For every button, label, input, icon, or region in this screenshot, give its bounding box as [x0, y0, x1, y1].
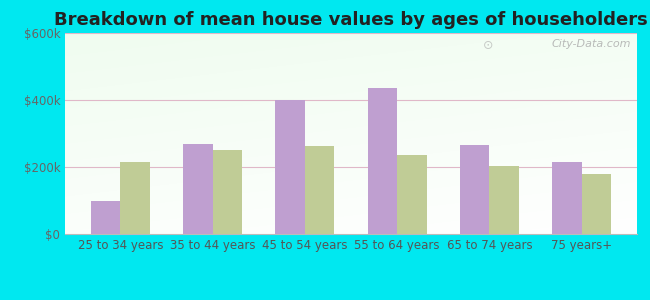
Bar [120, 162, 150, 234]
Bar [552, 162, 582, 234]
Bar [276, 100, 305, 234]
Bar [213, 150, 242, 234]
Bar [91, 200, 120, 234]
Bar [368, 88, 397, 234]
Bar [582, 174, 611, 234]
Bar [397, 155, 426, 234]
Title: Breakdown of mean house values by ages of householders: Breakdown of mean house values by ages o… [54, 11, 648, 29]
Bar [305, 146, 334, 234]
Bar [183, 144, 213, 234]
Bar [460, 145, 489, 234]
Bar [489, 166, 519, 234]
Text: ⊙: ⊙ [482, 39, 493, 52]
Text: City-Data.com: City-Data.com [552, 39, 631, 49]
